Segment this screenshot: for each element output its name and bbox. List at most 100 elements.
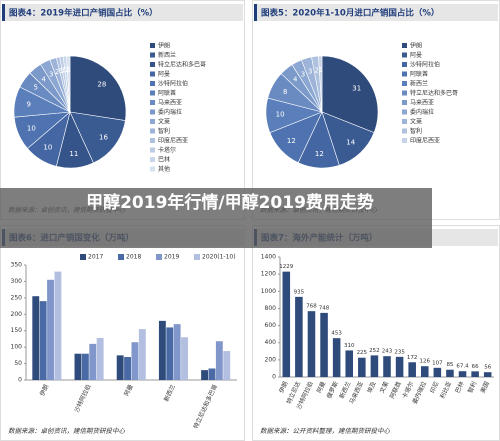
bar — [483, 372, 492, 377]
slice-label: 1 — [64, 66, 68, 74]
slice-label: 10 — [43, 144, 52, 152]
bar — [158, 320, 166, 380]
source: 数据来源：卓创资讯，建信期货研投中心 — [8, 427, 126, 435]
legend-swatch — [402, 100, 407, 105]
legend-label: 2018 — [126, 254, 141, 261]
legend-swatch — [150, 157, 155, 162]
bar — [138, 329, 146, 380]
y-tick-label: 350 — [11, 262, 23, 269]
bar — [54, 271, 62, 380]
legend-label: 智利 — [410, 127, 422, 135]
bar — [345, 350, 354, 377]
slice-label: 3 — [301, 71, 305, 79]
legend-swatch — [118, 254, 124, 260]
legend-label: 阿曼 — [158, 70, 170, 78]
legend-swatch — [402, 119, 407, 124]
y-tick-label: 200 — [11, 311, 23, 318]
legend-swatch — [402, 62, 407, 67]
slice-label: 3 — [49, 70, 53, 78]
header-bar — [254, 4, 498, 21]
y-tick-label: 200 — [265, 356, 277, 363]
legend-label: 特立尼达和多巴哥 — [410, 89, 458, 97]
y-tick-label: 250 — [11, 294, 23, 301]
slice-label: 28 — [97, 81, 106, 89]
legend-swatch — [150, 90, 155, 96]
bar — [181, 337, 188, 380]
legend-label: 新西兰 — [410, 80, 428, 88]
legend-swatch — [402, 81, 407, 86]
bar — [81, 353, 89, 380]
legend-swatch — [402, 128, 407, 134]
bar — [173, 324, 181, 380]
bar — [166, 327, 174, 380]
bar — [116, 355, 124, 380]
legend-label: 委内瑞拉 — [410, 108, 434, 116]
legend-swatch — [402, 138, 407, 143]
legend-label: 2020(1-10) — [202, 254, 236, 261]
slice-label: 12 — [287, 137, 296, 145]
bar — [383, 356, 391, 377]
pie-slice — [321, 55, 379, 134]
overlay-band — [0, 188, 432, 248]
bar — [208, 368, 216, 380]
slice-label: 4 — [293, 76, 298, 84]
bar — [124, 357, 131, 380]
legend-label: 马来西亚 — [410, 99, 434, 107]
legend-swatch — [150, 62, 155, 67]
bar — [89, 343, 97, 380]
y-tick-label: 1400 — [261, 254, 276, 261]
slice-label: 14 — [346, 139, 355, 147]
header-bar — [2, 4, 243, 21]
legend-label: 2019 — [164, 254, 179, 261]
pie-slice — [318, 55, 323, 113]
value-label: 453 — [331, 331, 342, 337]
legend-label: 特立尼达和多巴哥 — [158, 61, 206, 69]
bar — [458, 371, 467, 377]
legend-swatch — [194, 254, 200, 260]
legend-swatch — [80, 254, 86, 260]
legend-label: 伊朗 — [410, 42, 422, 50]
slice-label: 1 — [59, 67, 63, 75]
bar — [471, 371, 479, 377]
pie-slice — [69, 111, 126, 164]
slice-label: 10 — [276, 111, 285, 119]
y-tick-label: 0 — [18, 377, 22, 384]
header-accent — [254, 4, 257, 21]
legend-swatch — [402, 90, 407, 96]
y-tick-label: 800 — [265, 305, 277, 312]
slice-label: 10 — [27, 124, 36, 132]
y-tick-label: 150 — [11, 327, 23, 334]
bar — [332, 338, 341, 377]
slice-label: 2 — [315, 66, 319, 74]
value-label: 126 — [420, 359, 431, 365]
legend-swatch — [150, 128, 155, 134]
bar — [307, 311, 316, 377]
value-label: 748 — [319, 305, 330, 311]
legend-label: 沙特阿拉伯 — [158, 80, 188, 88]
y-tick-label: 100 — [11, 344, 23, 351]
bar — [320, 312, 328, 377]
legend-swatch — [150, 147, 155, 153]
bar — [395, 356, 404, 377]
y-tick-label: 1200 — [261, 271, 276, 278]
legend-label: 文莱 — [158, 118, 170, 126]
value-label: 768 — [306, 304, 317, 310]
bar — [39, 301, 47, 380]
bar — [223, 351, 231, 380]
bar — [408, 362, 416, 377]
panel — [252, 225, 500, 441]
value-label: 235 — [394, 349, 405, 355]
value-label: 66 — [472, 364, 479, 370]
value-label: 252 — [369, 348, 380, 354]
slice-label: 1 — [66, 66, 70, 74]
legend-label: 马来西亚 — [158, 99, 182, 107]
legend-swatch — [150, 138, 155, 143]
legend-label: 印度尼西亚 — [410, 137, 440, 145]
legend-label: 伊朗 — [158, 42, 170, 50]
legend-swatch — [150, 52, 155, 58]
legend-label: 阿联酋 — [158, 89, 176, 97]
legend-swatch — [150, 119, 155, 124]
legend-label: 文莱 — [410, 118, 422, 126]
slice-label: 4 — [41, 75, 46, 83]
